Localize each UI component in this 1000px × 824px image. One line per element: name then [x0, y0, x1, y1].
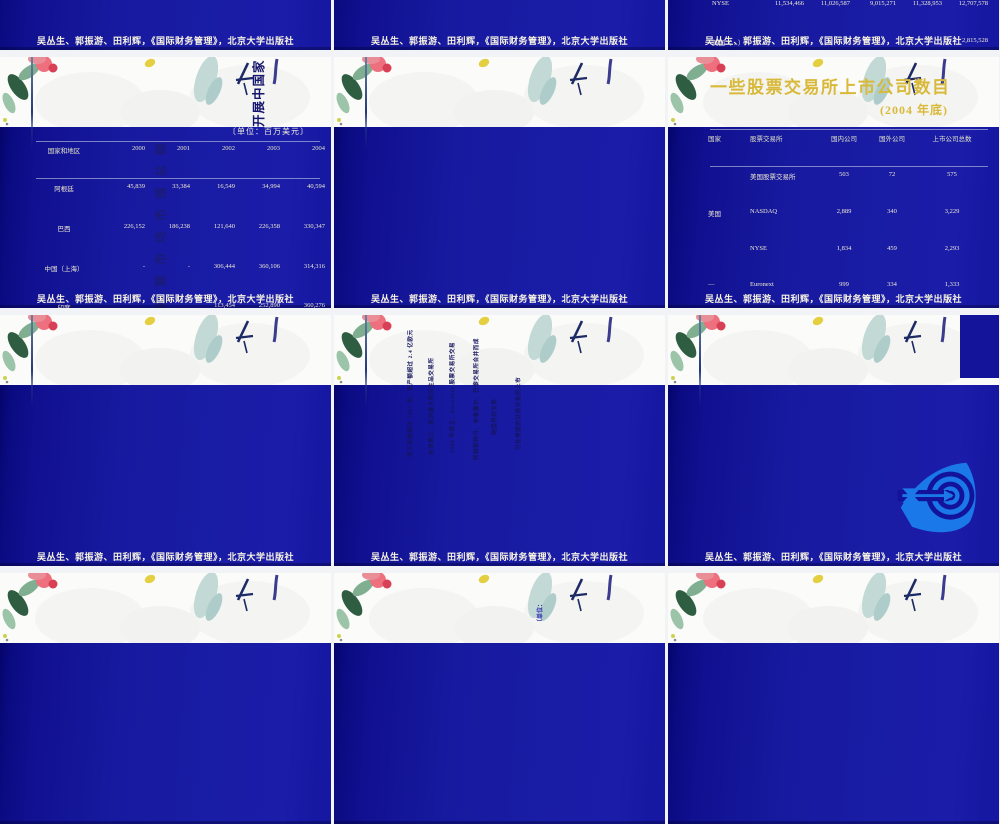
slide-row4-col1[interactable]: [0, 573, 331, 824]
rotated-note-strip: 可在美国的证券交易所上市: [516, 376, 522, 450]
watercolor-leaves-decoration: [0, 573, 331, 643]
rotated-slide-title-part1: 开展中国家: [252, 59, 266, 127]
slide-footer-citation: 吴丛生、郭振游、田利辉，《国际财务管理》，北京大学出版社: [36, 294, 294, 304]
col-header-2004: 2004: [312, 145, 325, 152]
table-row-euronext: — Euronext 999 334 1,333: [708, 281, 960, 288]
slide-footer-citation: 吴丛生、郭振游、田利辉，《国际财务管理》，北京大学出版社: [704, 552, 962, 562]
rotated-note-strip: 2000 年成立，Euronext 股票交易所交易: [450, 341, 456, 453]
slide-footer-citation: 吴丛生、郭振游、田利辉，《国际财务管理》，北京大学出版社: [36, 36, 294, 46]
slide-row4-col3[interactable]: [668, 573, 999, 824]
table-cell-value: 11,026,587: [820, 0, 850, 7]
slide-header-band: [0, 573, 331, 643]
table-cell-country-fragment: 美国（…）: [712, 40, 745, 47]
table-cell-value: 11,328,953: [912, 0, 942, 7]
table-row-nyse: NYSE 1,834 459 2,293: [750, 245, 960, 252]
watercolor-leaves-decoration: [334, 573, 665, 643]
slide-footer-citation: 吴丛生、郭振游、田利辉，《国际财务管理》，北京大学出版社: [704, 294, 962, 304]
table-row-brazil: 巴西 226,152 186,238 121,640 226,358 330,3…: [28, 223, 326, 233]
table-row-nasdaq: 美国 NASDAQ 2,889 340 3,229: [708, 208, 960, 218]
table-cell-region: 巴西: [57, 226, 71, 233]
col-header-foreign: 国外公司: [879, 136, 905, 143]
table-cell-region: 印度: [28, 302, 100, 308]
table-row-amex: 美国股票交易所 503 72 575: [750, 171, 957, 181]
slide-row1-col3-market-value-table[interactable]: NYSE 11,534,466 11,026,587 9,015,271 11,…: [668, 0, 999, 50]
slide-header-band: [668, 573, 999, 643]
table-row-nyse: NYSE 11,534,466 11,026,587 9,015,271 11,…: [696, 0, 990, 7]
table-cell-exchange: NYSE: [712, 0, 729, 7]
slide-header-band: [668, 57, 999, 127]
rotated-note-strip: 全球第三；欧洲最大的衍生品交易所: [429, 357, 435, 455]
slide-footer-citation: 吴丛生、郭振游、田利辉，《国际财务管理》，北京大学出版社: [370, 294, 628, 304]
dart-target-logo-icon: [896, 448, 984, 548]
watercolor-leaves-decoration: [668, 315, 999, 385]
slide-row2-col1-developing-markets-table[interactable]: 开展中国家 股票市场市值总额 〔单位：百万美元〕 国家和地区 2000 2001…: [0, 57, 331, 308]
rotated-note-strip: 员工总数超过 1407 名，资产额超过 2.4 亿欧元: [408, 329, 414, 457]
slide-row3-col3-logo[interactable]: 吴丛生、郭振游、田利辉，《国际财务管理》，北京大学出版社: [668, 315, 999, 566]
table-header-row: 国家和地区 2000 2001 2002 2003 2004: [28, 145, 326, 155]
slide-row1-col2[interactable]: 吴丛生、郭振游、田利辉，《国际财务管理》，北京大学出版社: [334, 0, 665, 50]
slide-row2-col2-blank[interactable]: 吴丛生、郭振游、田利辉，《国际财务管理》，北京大学出版社: [334, 57, 665, 308]
plant-stem-decoration: [31, 57, 33, 149]
col-header-2002: 2002: [222, 145, 235, 152]
table-cell-value: 11,534,466: [774, 0, 804, 7]
slide-footer-citation: 吴丛生、郭振游、田利辉，《国际财务管理》，北京大学出版社: [704, 36, 962, 46]
col-header-domestic: 国内公司: [831, 136, 857, 143]
col-header-country: 国家: [708, 136, 721, 143]
plant-stem-decoration: [699, 315, 701, 407]
col-header-2003: 2003: [267, 145, 280, 152]
watercolor-leaves-decoration: [334, 315, 665, 385]
watercolor-leaves-decoration: [0, 315, 331, 385]
col-header-total: 上市公司总数: [932, 136, 972, 143]
slide-subtitle: (2004 年底): [880, 103, 948, 117]
slide-footer-citation: 吴丛生、郭振游、田利辉，《国际财务管理》，北京大学出版社: [370, 36, 628, 46]
table-row-partial-india: 印度 113,454 252,890 360,276: [28, 302, 326, 308]
slide-header-band: [668, 315, 999, 385]
table-cell-value: 9,015,271: [870, 0, 896, 7]
rotated-note-strip: 阿姆斯特丹、布鲁塞尔、巴黎交易所合并而成: [474, 337, 480, 460]
blue-corner-block: [960, 315, 999, 378]
col-header-region: 国家和地区: [47, 148, 81, 155]
table-cell-value: 12,707,578: [958, 0, 988, 7]
unit-note: 〔单位：百万美元〕: [228, 127, 309, 136]
table-cell-region: 中国（上海）: [44, 266, 84, 273]
plant-stem-decoration: [31, 315, 33, 407]
slide-row2-col3-listed-companies-table[interactable]: 一些股票交易所上市公司数目 (2004 年底) 国家 股票交易所 国内公司 国外…: [668, 57, 999, 308]
slide-row3-col2-euronext-notes[interactable]: 员工总数超过 1407 名，资产额超过 2.4 亿欧元 全球第三；欧洲最大的衍生…: [334, 315, 665, 566]
table-cell-value: 2,815,528: [962, 37, 988, 44]
slide-header-band: [0, 315, 331, 385]
watercolor-leaves-decoration: [334, 57, 665, 127]
slide-header-band: [334, 573, 665, 643]
plant-stem-decoration: [365, 57, 367, 149]
table-row-china-shanghai: 中国（上海） - - 306,444 360,106 314,316: [28, 263, 326, 273]
watercolor-leaves-decoration: [0, 57, 331, 127]
rotated-slide-title-part2: 股票市场市值总额: [154, 132, 168, 308]
slide-header-band: [334, 57, 665, 127]
col-header-2001: 2001: [177, 145, 190, 152]
table-cell-region: 阿根廷: [54, 186, 74, 193]
slide-row4-col2[interactable]: 〔单位：: [334, 573, 665, 824]
slide-header-band: [0, 57, 331, 127]
slide-footer-citation: 吴丛生、郭振游、田利辉，《国际财务管理》，北京大学出版社: [36, 552, 294, 562]
slide-row1-col1[interactable]: 吴丛生、郭振游、田利辉，《国际财务管理》，北京大学出版社: [0, 0, 331, 50]
col-header-2000: 2000: [132, 145, 145, 152]
rotated-note-strip: 跨国界的交易: [492, 398, 498, 435]
slide-header-band: [334, 315, 665, 385]
table-row-partial: 美国（…） 2,815,528: [696, 37, 990, 47]
col-header-exchange: 股票交易所: [750, 136, 783, 143]
plant-stem-decoration: [365, 315, 367, 407]
watercolor-leaves-decoration: [668, 573, 999, 643]
table-row-argentina: 阿根廷 45,839 33,384 16,549 34,994 40,594: [28, 183, 326, 193]
slide-footer-citation: 吴丛生、郭振游、田利辉，《国际财务管理》，北京大学出版社: [370, 552, 628, 562]
slide-row3-col1-blank[interactable]: 吴丛生、郭振游、田利辉，《国际财务管理》，北京大学出版社: [0, 315, 331, 566]
rotated-unit-fragment: 〔单位：: [538, 600, 544, 625]
table-header-row: 国家 股票交易所 国内公司 国外公司 上市公司总数: [708, 133, 990, 143]
slide-title: 一些股票交易所上市公司数目: [710, 78, 951, 97]
